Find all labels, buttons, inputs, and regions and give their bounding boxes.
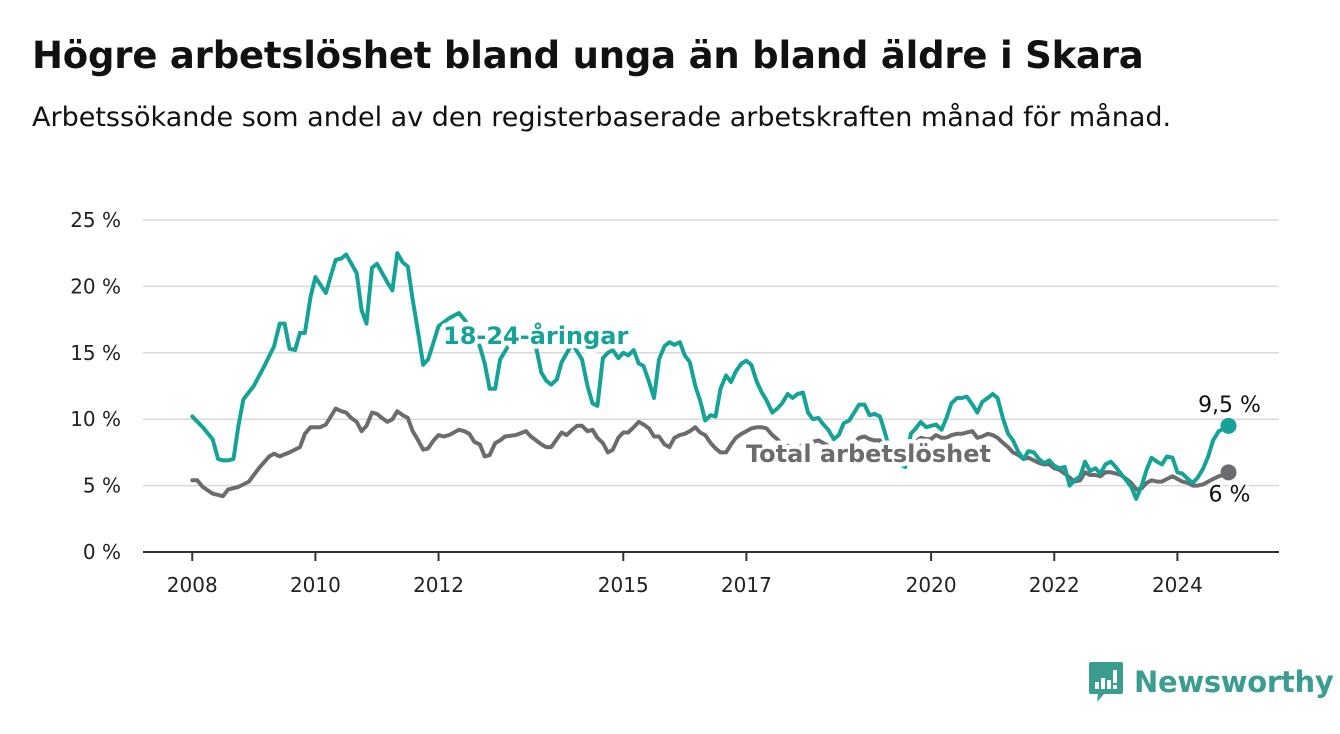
y-tick-label: 25 % xyxy=(70,208,121,232)
end-value-label-youth: 9,5 % xyxy=(1198,393,1261,418)
x-tick-label: 2017 xyxy=(721,573,772,597)
chart-title: Högre arbetslöshet bland unga än bland ä… xyxy=(32,34,1144,77)
x-axis: 2008 2010 2012 2015 2017 2020 2022 2024 xyxy=(143,551,1279,597)
series-lines xyxy=(190,251,1231,501)
newsworthy-logo: Newsworthy xyxy=(1088,660,1334,704)
series-name-total: Total arbetslöshet xyxy=(746,440,991,468)
x-tick-label: 2015 xyxy=(598,573,649,597)
series-line-youth xyxy=(190,251,1231,501)
x-tick-label: 2024 xyxy=(1152,573,1203,597)
end-point-youth xyxy=(1220,417,1237,434)
series-labels: 18-24-åringar Total arbetslöshet 9,5 % 6 % xyxy=(439,317,1264,511)
x-tick-label: 2010 xyxy=(290,573,341,597)
series-name-youth: 18-24-åringar xyxy=(443,321,628,350)
y-tick-label: 10 % xyxy=(70,407,121,431)
y-tick-label: 0 % xyxy=(83,540,121,564)
y-axis: 0 % 5 % 10 % 15 % 20 % 25 % xyxy=(70,208,121,564)
x-tick-label: 2020 xyxy=(906,573,957,597)
x-tick-label: 2008 xyxy=(167,573,218,597)
newsworthy-logo-icon xyxy=(1089,662,1123,702)
chart-subtitle: Arbetssökande som andel av den registerb… xyxy=(32,102,1172,133)
x-tick-label: 2012 xyxy=(413,573,464,597)
y-tick-label: 20 % xyxy=(70,274,121,298)
y-tick-label: 15 % xyxy=(70,341,121,365)
end-point-total xyxy=(1220,464,1237,481)
x-tick-label: 2022 xyxy=(1029,573,1080,597)
end-value-label-total: 6 % xyxy=(1209,482,1251,507)
brand-name: Newsworthy xyxy=(1134,665,1334,699)
y-tick-label: 5 % xyxy=(83,474,121,498)
grid-lines xyxy=(143,219,1279,487)
